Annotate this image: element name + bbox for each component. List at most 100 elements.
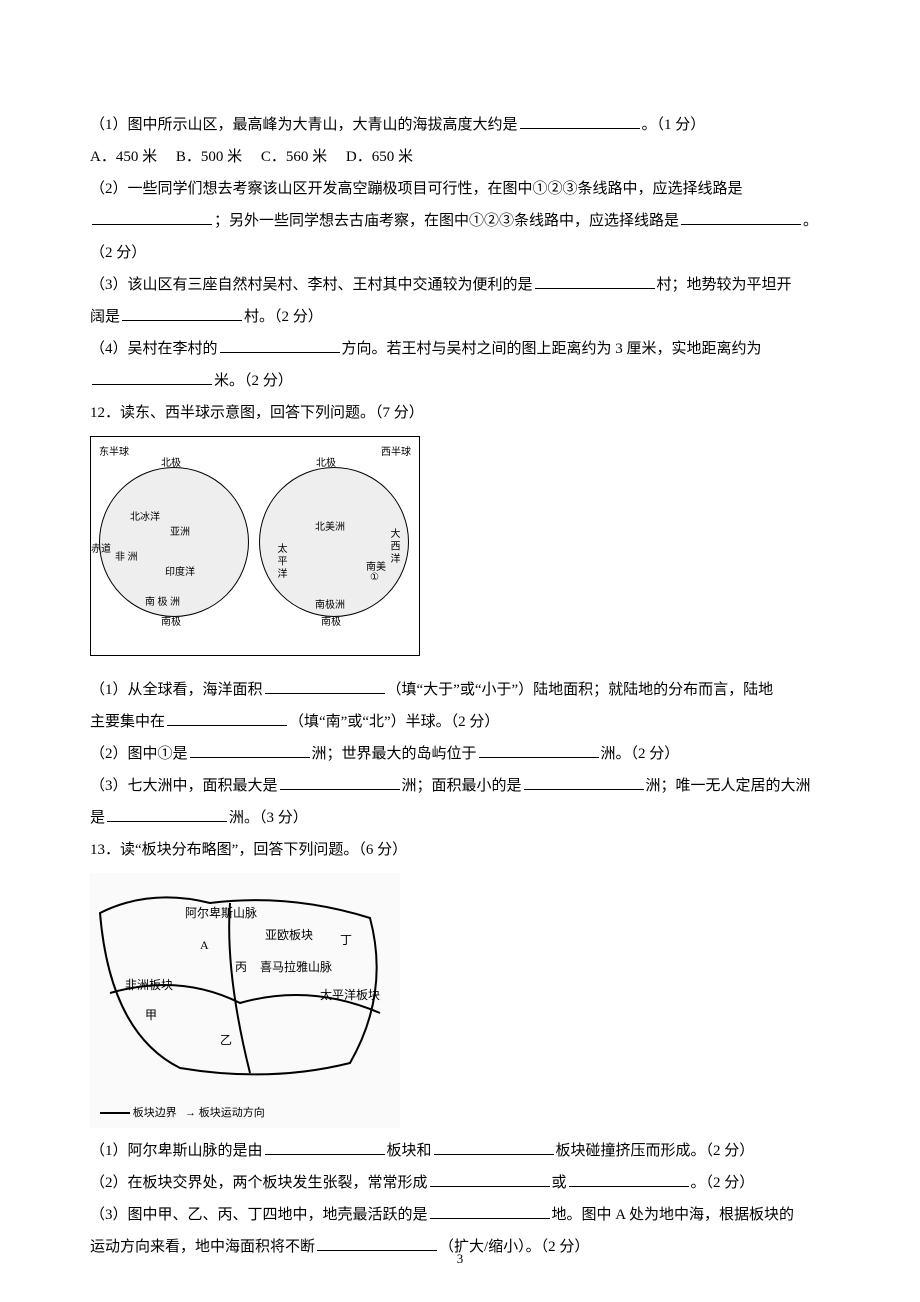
q13-p2-pre: （2）在板块交界处，两个板块发生张裂，常常形成 xyxy=(90,1175,428,1191)
q11-opt-c[interactable]: C．560 米 xyxy=(261,149,327,165)
africa-plate-label: 非洲板块 xyxy=(125,973,173,997)
q13-p1: （1）阿尔卑斯山脉的是由 板块和 板块碰撞挤压而形成。（2 分） xyxy=(90,1136,830,1166)
q11-p2-line1: （2）一些同学们想去考察该山区开发高空蹦极项目可行性，在图中①②③条线路中，应选… xyxy=(90,174,830,204)
q11-p4-blank2[interactable] xyxy=(92,370,212,385)
q12-p2-blank1[interactable] xyxy=(190,743,310,758)
q11-p3-line2: 阔是 村。（2 分） xyxy=(90,302,830,332)
atlantic-label: 大 西 洋 xyxy=(383,528,403,563)
q13-p3-line1: （3）图中甲、乙、丙、丁四地中，地壳最活跃的是 地。图中 A 处为地中海，根据板块… xyxy=(90,1200,830,1230)
na-label: 北美洲 xyxy=(315,518,345,538)
q11-p4-blank1[interactable] xyxy=(220,338,340,353)
q13-p1-blank1[interactable] xyxy=(265,1140,385,1155)
q12-p3-blank1[interactable] xyxy=(280,775,400,790)
q11-p2-pre: （2）一些同学们想去考察该山区开发高空蹦极项目可行性，在图中①②③条线路中，应选… xyxy=(90,181,743,197)
q11-p2-line2: ；另外一些同学想去古庙考察，在图中①②③条线路中，应选择线路是 。 xyxy=(90,206,830,236)
q12-p3-mid: 洲；面积最小的是 xyxy=(402,778,522,794)
q12-p3-line1: （3）七大洲中，面积最大是 洲；面积最小的是 洲；唯一无人定居的大洲 xyxy=(90,771,830,801)
legend-boundary: 板块边界 xyxy=(133,1107,177,1119)
q12-p2-blank2[interactable] xyxy=(479,743,599,758)
q13-p2-blank2[interactable] xyxy=(569,1172,689,1187)
asia-label: 亚洲 xyxy=(170,523,190,543)
indian-label: 印度洋 xyxy=(165,563,195,583)
pacific-plate-label: 太平洋板块 xyxy=(320,983,380,1007)
q11-p4-line2-post: 米。（2 分） xyxy=(214,373,293,389)
q11-p1: （1）图中所示山区，最高峰为大青山，大青山的海拔高度大约是 。（1 分） xyxy=(90,110,830,140)
africa-label: 非 洲 xyxy=(115,548,138,568)
page-number: 3 xyxy=(0,1246,920,1272)
q11-opt-b[interactable]: B．500 米 xyxy=(176,149,242,165)
q12-p1-pre: （1）从全球看，海洋面积 xyxy=(90,682,263,698)
q11-p1-post: 。（1 分） xyxy=(642,117,706,133)
q12-p1-blank2[interactable] xyxy=(167,711,287,726)
q11-p4-mid: 方向。若王村与吴村之间的图上距离约为 3 厘米，实地距离约为 xyxy=(342,341,762,357)
q11-p3-blank1[interactable] xyxy=(535,274,655,289)
q13-p2-mid: 或 xyxy=(552,1175,567,1191)
jia-label: 甲 xyxy=(145,1003,157,1027)
hemisphere-map: 东半球 西半球 北极 北极 北冰洋 亚洲 非 洲 印度洋 南 极 洲 北美洲 太… xyxy=(90,436,420,656)
q13-p1-pre: （1）阿尔卑斯山脉的是由 xyxy=(90,1143,263,1159)
q12-p3-line2-post: 洲。（3 分） xyxy=(229,810,308,826)
q11-p3-line2-post: 村。（2 分） xyxy=(244,309,323,325)
q11-opt-a[interactable]: A．450 米 xyxy=(90,149,157,165)
q11-p2-blank1[interactable] xyxy=(92,210,212,225)
q12-p1-line2: 主要集中在 （填“南”或“北”）半球。（2 分） xyxy=(90,707,830,737)
q11-p4-line1: （4）吴村在李村的 方向。若王村与吴村之间的图上距离约为 3 厘米，实地距离约为 xyxy=(90,334,830,364)
q12-title: 12．读东、西半球示意图，回答下列问题。（7 分） xyxy=(90,398,830,428)
bing-label: 丙 xyxy=(235,955,247,979)
q11-p4-pre: （4）吴村在李村的 xyxy=(90,341,218,357)
q11-p2-score-text: （2 分） xyxy=(90,245,146,261)
q13-p3-mid: 地。图中 A 处为地中海，根据板块的 xyxy=(552,1207,795,1223)
yi-label: 乙 xyxy=(220,1028,232,1052)
q11-p1-pre: （1）图中所示山区，最高峰为大青山，大青山的海拔高度大约是 xyxy=(90,117,518,133)
q12-p1-line2-pre: 主要集中在 xyxy=(90,714,165,730)
q11-p3-pre: （3）该山区有三座自然村吴村、李村、王村其中交通较为便利的是 xyxy=(90,277,533,293)
east-hemi-label: 东半球 xyxy=(99,443,129,463)
west-hemi-label: 西半球 xyxy=(381,443,411,463)
circle1-label: ① xyxy=(370,568,379,588)
q11-p2-score: （2 分） xyxy=(90,238,830,268)
q11-p2-blank2[interactable] xyxy=(681,210,801,225)
q11-p3-blank2[interactable] xyxy=(122,306,242,321)
q11-p2-post: 。 xyxy=(803,213,818,229)
q11-p3-mid: 村；地势较为平坦开 xyxy=(657,277,792,293)
eurasia-label: 亚欧板块 xyxy=(265,923,313,947)
west-globe: 北美洲 太 平 洋 大 西 洋 南美 ① 南极洲 xyxy=(259,467,409,617)
q12-figure: 东半球 西半球 北极 北极 北冰洋 亚洲 非 洲 印度洋 南 极 洲 北美洲 太… xyxy=(90,436,830,667)
equator-label: 赤道 xyxy=(91,540,111,560)
q12-p3-line2-pre: 是 xyxy=(90,810,105,826)
q11-p1-blank[interactable] xyxy=(520,114,640,129)
south1-label: 南极 xyxy=(161,613,181,633)
east-globe: 北冰洋 亚洲 非 洲 印度洋 南 极 洲 xyxy=(99,467,249,617)
arctic-label: 北冰洋 xyxy=(130,508,160,528)
q12-p3-line2: 是 洲。（3 分） xyxy=(90,803,830,833)
himalaya-label: 喜马拉雅山脉 xyxy=(260,955,332,979)
ding-label: 丁 xyxy=(340,928,352,952)
q12-p3-blank3[interactable] xyxy=(107,807,227,822)
legend-direction: 板块运动方向 xyxy=(199,1107,265,1119)
q13-figure: 阿尔卑斯山脉 亚欧板块 丁 丙 喜马拉雅山脉 A 非洲板块 甲 乙 太平洋板块 … xyxy=(90,873,830,1128)
q13-p2: （2）在板块交界处，两个板块发生张裂，常常形成 或 。（2 分） xyxy=(90,1168,830,1198)
q12-p1-line2-post: （填“南”或“北”）半球。（2 分） xyxy=(289,714,499,730)
q12-p3-mid2: 洲；唯一无人定居的大洲 xyxy=(646,778,811,794)
south2-label: 南极 xyxy=(321,613,341,633)
q12-p3-pre: （3）七大洲中，面积最大是 xyxy=(90,778,278,794)
q12-p3-blank2[interactable] xyxy=(524,775,644,790)
alps-label: 阿尔卑斯山脉 xyxy=(185,901,257,925)
q13-p2-blank1[interactable] xyxy=(430,1172,550,1187)
q13-p1-mid: 板块和 xyxy=(387,1143,432,1159)
q13-p1-post: 板块碰撞挤压而形成。（2 分） xyxy=(556,1143,755,1159)
q11-opt-d[interactable]: D．650 米 xyxy=(346,149,413,165)
q13-p1-blank2[interactable] xyxy=(434,1140,554,1155)
q11-p3-line1: （3）该山区有三座自然村吴村、李村、王村其中交通较为便利的是 村；地势较为平坦开 xyxy=(90,270,830,300)
q11-p3-line2-pre: 阔是 xyxy=(90,309,120,325)
q12-p1-blank1[interactable] xyxy=(265,679,385,694)
q13-p3-blank1[interactable] xyxy=(430,1204,550,1219)
q12-p2-pre: （2）图中①是 xyxy=(90,746,188,762)
q13-p3-pre: （3）图中甲、乙、丙、丁四地中，地壳最活跃的是 xyxy=(90,1207,428,1223)
pacific-label: 太 平 洋 xyxy=(270,543,290,578)
antarctic1-label: 南 极 洲 xyxy=(145,593,180,613)
plate-map: 阿尔卑斯山脉 亚欧板块 丁 丙 喜马拉雅山脉 A 非洲板块 甲 乙 太平洋板块 … xyxy=(90,873,400,1128)
q13-p2-post: 。（2 分） xyxy=(691,1175,755,1191)
q12-p2-mid: 洲；世界最大的岛屿位于 xyxy=(312,746,477,762)
q11-p2-mid: ；另外一些同学想去古庙考察，在图中①②③条线路中，应选择线路是 xyxy=(214,213,679,229)
